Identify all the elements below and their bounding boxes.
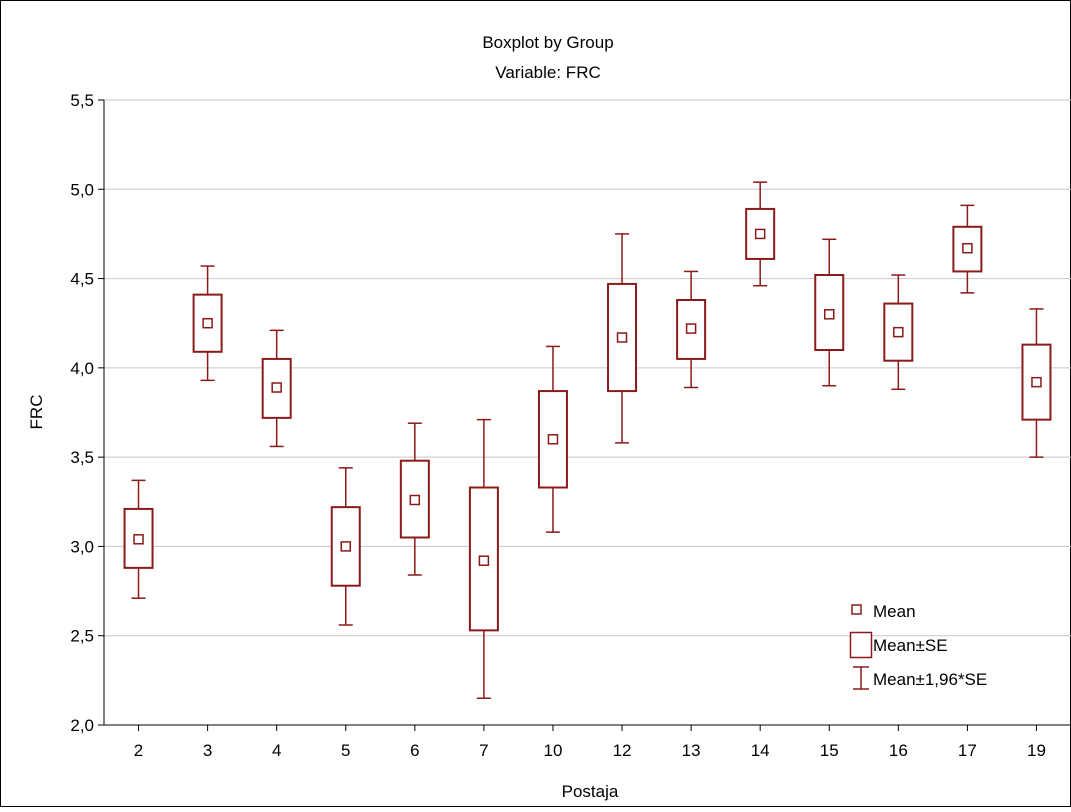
box-group bbox=[330, 467, 361, 626]
mean-marker bbox=[685, 323, 697, 334]
mean-marker bbox=[962, 242, 973, 254]
mean-marker bbox=[340, 541, 351, 552]
mean-marker bbox=[271, 382, 282, 393]
x-tick-label: 3 bbox=[203, 741, 212, 760]
mean-marker bbox=[1031, 376, 1042, 388]
box-group bbox=[261, 329, 292, 448]
mean-marker bbox=[409, 494, 421, 506]
x-tick-label: 17 bbox=[958, 741, 977, 760]
x-tick-label: 10 bbox=[544, 741, 563, 760]
mean-marker bbox=[824, 309, 835, 320]
x-tick-label: 7 bbox=[479, 741, 488, 760]
box-group bbox=[123, 479, 154, 599]
legend-ci-marker bbox=[853, 666, 869, 690]
legend-ci-label: Mean±1,96*SE bbox=[873, 670, 987, 689]
y-axis-label: FRC bbox=[27, 395, 46, 430]
chart-subtitle: Variable: FRC bbox=[495, 63, 601, 82]
x-axis-label: Postaja bbox=[562, 782, 619, 801]
x-tick-label: 6 bbox=[410, 741, 419, 760]
box-group bbox=[399, 422, 430, 576]
y-tick-label: 5,0 bbox=[70, 180, 94, 199]
grid-lines bbox=[104, 99, 1071, 637]
legend-se-label: Mean±SE bbox=[873, 636, 948, 655]
x-tick-label: 14 bbox=[751, 741, 770, 760]
mean-marker bbox=[893, 326, 904, 338]
box-group bbox=[607, 233, 638, 444]
x-tick-label: 2 bbox=[134, 741, 143, 760]
legend-mean-label: Mean bbox=[873, 602, 916, 621]
box-group bbox=[745, 181, 776, 287]
x-tick-label: 5 bbox=[341, 741, 350, 760]
box-group bbox=[1021, 308, 1052, 458]
legend: Mean Mean±SE Mean±1,96*SE bbox=[849, 602, 987, 690]
box-group bbox=[676, 270, 707, 389]
y-tick-label: 4,5 bbox=[70, 270, 94, 289]
x-tick-label: 12 bbox=[613, 741, 632, 760]
legend-mean-marker bbox=[851, 604, 862, 615]
box-group bbox=[192, 265, 223, 382]
chart-title: Boxplot by Group bbox=[482, 33, 613, 52]
y-tick-label: 2,5 bbox=[70, 627, 94, 646]
x-tick-label: 13 bbox=[682, 741, 701, 760]
y-tick-label: 2,0 bbox=[70, 716, 94, 735]
box-series bbox=[123, 181, 1052, 699]
mean-marker bbox=[754, 228, 766, 240]
y-tick-label: 3,0 bbox=[70, 537, 94, 556]
x-tick-label: 4 bbox=[272, 741, 281, 760]
y-tick-label: 3,5 bbox=[70, 448, 94, 467]
mean-marker bbox=[133, 534, 144, 545]
mean-marker bbox=[478, 555, 490, 566]
y-tick-label: 5,5 bbox=[70, 91, 94, 110]
x-tick-label: 16 bbox=[889, 741, 908, 760]
mean-marker bbox=[547, 434, 559, 445]
se-box bbox=[330, 506, 361, 587]
x-tick-label: 15 bbox=[820, 741, 839, 760]
legend-se-marker bbox=[849, 631, 873, 659]
box-group bbox=[814, 238, 845, 387]
x-tick-label: 19 bbox=[1027, 741, 1046, 760]
mean-marker bbox=[202, 317, 213, 329]
box-group bbox=[537, 345, 568, 533]
y-tick-label: 4,0 bbox=[70, 359, 94, 378]
mean-marker bbox=[616, 332, 628, 343]
box-group bbox=[883, 274, 914, 391]
se-box bbox=[261, 357, 292, 419]
box-group bbox=[952, 204, 983, 294]
axes: 2,0 2,5 3,0 3,5 4,0 4,5 5,0 5,5 2 3 4 5 6 7 10 12 13 14 15… bbox=[70, 91, 1071, 760]
box-group bbox=[468, 418, 499, 699]
